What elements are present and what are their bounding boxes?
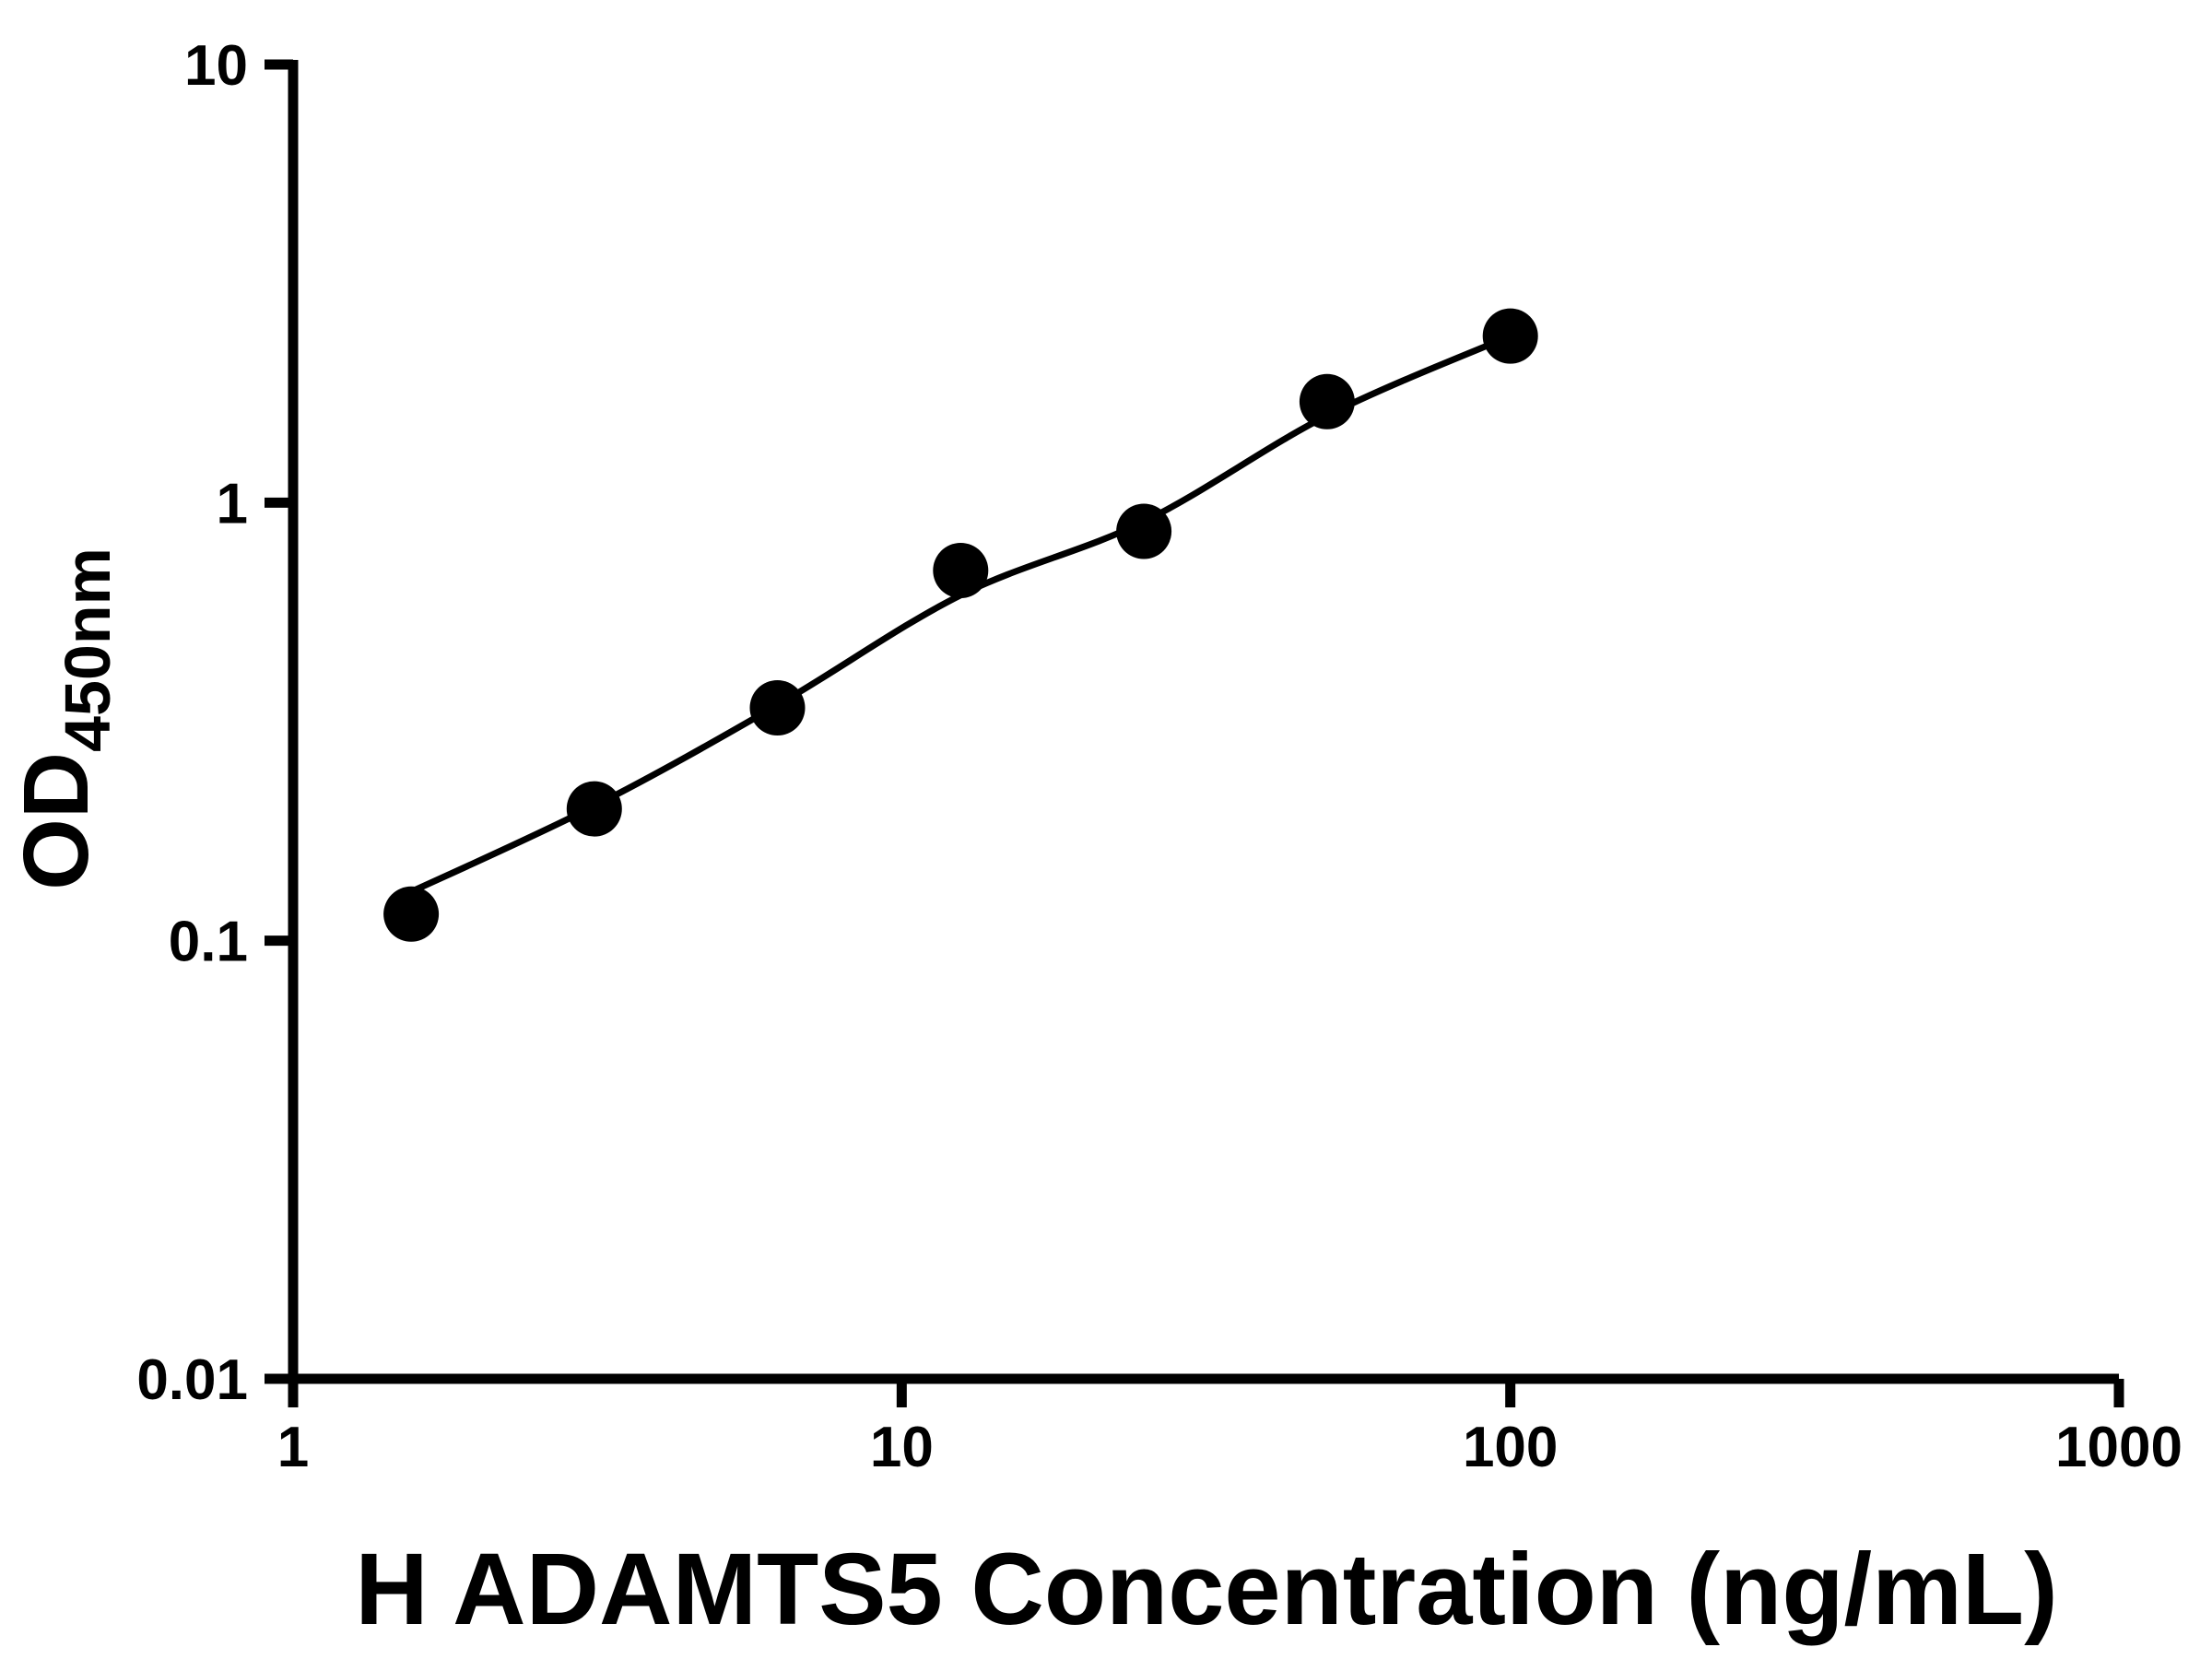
x-tick-label: 100 (1463, 1416, 1558, 1479)
data-point (1116, 503, 1172, 559)
x-axis-title: H ADAMTS5 Concentration (ng/mL) (355, 1533, 2058, 1646)
y-axis-title-subscript: 450nm (52, 547, 124, 752)
data-point (566, 781, 622, 837)
y-tick-label: 1 (217, 472, 248, 535)
x-axis-ticks (288, 1379, 2124, 1407)
y-axis-title-main: OD (5, 752, 108, 890)
y-tick-label: 0.1 (169, 911, 248, 974)
y-axis-title: OD450nm (5, 547, 124, 890)
y-tick-label: 10 (184, 34, 248, 98)
x-tick-label: 10 (870, 1416, 934, 1479)
x-tick-label: 1000 (2055, 1416, 2183, 1479)
data-point (1299, 373, 1355, 429)
data-point (933, 543, 989, 598)
y-axis-tick-labels: 0.01 0.1 1 10 (136, 34, 248, 1412)
data-point (1482, 308, 1538, 364)
x-tick-label: 1 (277, 1416, 309, 1479)
data-point (383, 886, 440, 942)
data-point (749, 680, 806, 735)
x-axis-tick-labels: 1 10 100 1000 (277, 1416, 2183, 1479)
y-axis-ticks (265, 59, 293, 1384)
y-tick-label: 0.01 (136, 1348, 248, 1412)
data-points (383, 308, 1538, 942)
axes-lines (288, 60, 2119, 1384)
